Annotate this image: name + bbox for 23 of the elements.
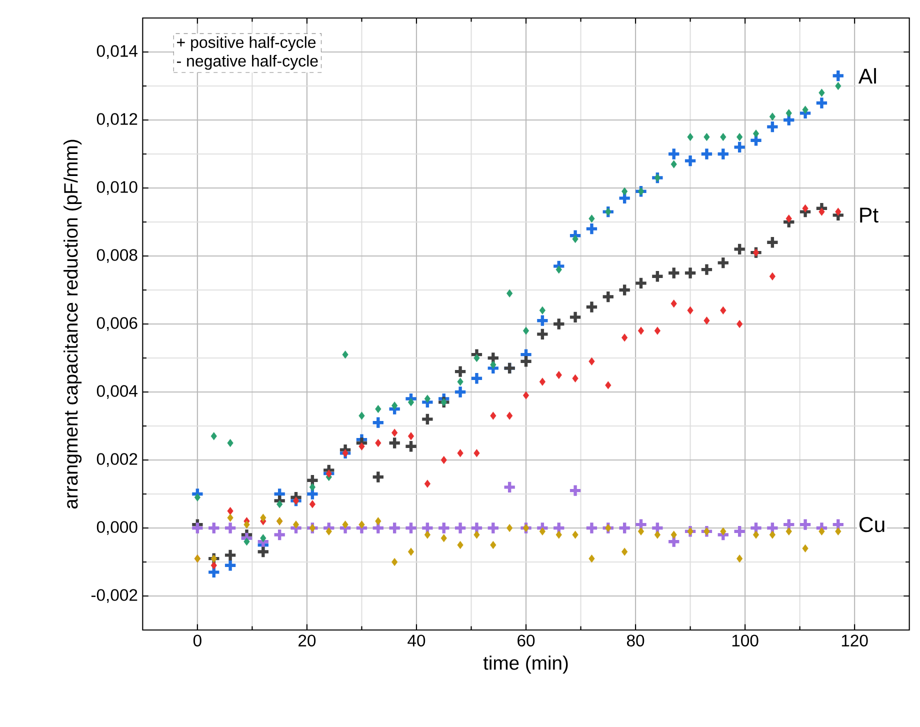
y-tick-label: 0,012 [96,113,138,127]
x-tick-label: 20 [298,634,316,646]
x-tick-label: 40 [408,634,426,646]
x-tick-label: 60 [518,634,535,646]
y-tick-label: 0,000 [96,521,138,535]
y-axis-title: arrangment capacitance reduction (pF/mm) [64,140,82,509]
y-tick-label: 0,014 [96,45,138,59]
x-tick-label: 80 [626,634,644,646]
x-axis-title: time (min) [483,656,568,674]
y-tick-label: 0,010 [96,181,138,195]
annotation: + positive half-cycle [177,36,316,52]
annotation: - negative half-cycle [176,54,318,70]
y-tick-label: 0,006 [96,317,138,331]
annotation: Al [858,68,876,84]
x-tick-label: 120 [842,634,868,646]
x-tick-label: 0 [193,634,202,646]
y-tick-label: -0,002 [91,589,138,603]
y-tick-label: 0,004 [96,385,138,399]
x-tick-label: 100 [732,634,758,646]
y-tick-label: 0,008 [96,249,138,263]
y-tick-label: 0,002 [96,453,138,467]
annotation: Cu [860,517,884,532]
annotation: Pt [860,208,878,223]
